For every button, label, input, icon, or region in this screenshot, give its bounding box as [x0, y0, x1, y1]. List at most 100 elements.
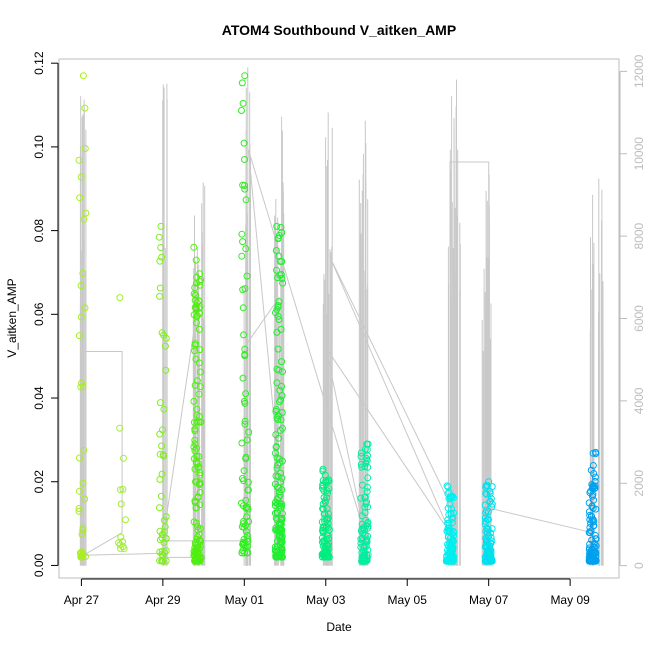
data-point — [196, 281, 204, 289]
data-point — [82, 209, 90, 217]
data-point — [158, 470, 166, 478]
data-point — [357, 452, 365, 460]
data-point — [158, 547, 166, 555]
data-point — [277, 223, 285, 231]
data-point — [278, 516, 286, 524]
data-point — [278, 502, 285, 510]
data-point — [361, 557, 369, 565]
data-point — [325, 539, 333, 547]
data-point — [275, 232, 283, 239]
data-point — [272, 443, 280, 451]
x-tick-label: May 03 — [306, 593, 346, 607]
data-point — [272, 407, 280, 415]
data-point — [193, 405, 201, 413]
y-axis: 0.00 0.02 0.04 0.06 0.08 0.10 0.12 — [32, 51, 59, 577]
data-point — [190, 518, 198, 526]
data-point — [320, 510, 328, 518]
data-point — [79, 383, 87, 391]
data-point — [488, 483, 496, 491]
data-point — [239, 238, 247, 246]
y-tick-label: 0.12 — [32, 51, 46, 75]
data-point — [242, 196, 250, 204]
data-point — [240, 536, 248, 543]
data-point — [241, 345, 249, 353]
data-point — [162, 366, 170, 374]
data-point — [158, 253, 166, 261]
data-point — [240, 467, 248, 475]
data-point — [195, 297, 203, 305]
data-point — [193, 273, 200, 281]
data-point — [241, 549, 248, 557]
secondary-y-tick-label: 8000 — [632, 222, 646, 249]
data-point — [591, 473, 599, 481]
data-point — [238, 79, 246, 87]
data-point — [195, 325, 203, 333]
plot-lines — [79, 67, 604, 566]
data-point — [191, 447, 199, 454]
data-point — [278, 549, 285, 557]
data-point — [364, 503, 372, 511]
data-point — [585, 499, 593, 507]
data-point — [158, 534, 166, 542]
data-point — [79, 269, 87, 277]
data-point — [279, 368, 286, 376]
data-point — [485, 516, 492, 523]
data-point — [158, 442, 166, 450]
data-point — [279, 279, 287, 287]
data-point — [481, 543, 489, 551]
data-point — [444, 526, 452, 534]
x-axis: Apr 27 Apr 29 May 01 May 03 May 05 May 07 May … — [64, 578, 590, 607]
data-point — [238, 439, 246, 447]
data-point — [81, 304, 89, 312]
data-point — [274, 553, 282, 561]
data-point — [162, 513, 170, 521]
y-axis-label: V_aitken_AMP — [5, 278, 19, 357]
data-point — [488, 525, 496, 533]
data-point — [320, 523, 328, 531]
data-point — [319, 524, 327, 532]
x-tick-label: Apr 29 — [145, 593, 181, 607]
data-point — [196, 501, 204, 509]
data-point — [276, 541, 284, 549]
data-point — [321, 497, 329, 505]
data-point — [244, 549, 251, 557]
data-point — [79, 526, 87, 534]
data-point — [156, 450, 164, 458]
data-point — [363, 520, 371, 528]
data-point — [238, 230, 246, 238]
data-point — [190, 397, 198, 405]
data-point — [589, 516, 597, 524]
data-point — [272, 247, 280, 254]
data-point — [157, 244, 165, 251]
data-point — [190, 243, 198, 251]
data-point — [357, 535, 365, 543]
data-point — [122, 516, 129, 524]
data-point — [274, 235, 282, 243]
data-point — [483, 507, 490, 515]
data-point — [483, 490, 491, 498]
data-point — [75, 332, 83, 340]
data-point — [585, 508, 593, 516]
data-point — [444, 524, 452, 532]
secondary-y-tick-label: 12000 — [632, 54, 646, 88]
data-point — [587, 466, 595, 474]
data-point — [324, 510, 332, 518]
data-point — [274, 461, 282, 469]
data-point — [239, 181, 247, 189]
data-point — [117, 500, 125, 508]
data-point — [192, 291, 199, 299]
data-point — [245, 428, 253, 436]
data-point — [278, 275, 286, 282]
data-point — [449, 553, 457, 561]
data-point — [191, 341, 199, 349]
data-point — [323, 535, 331, 543]
data-point — [448, 505, 455, 513]
data-point — [319, 527, 327, 535]
data-point — [242, 245, 250, 253]
data-point — [273, 464, 281, 472]
data-point — [242, 528, 250, 535]
data-point — [244, 478, 252, 486]
data-point — [277, 478, 285, 486]
data-point — [323, 505, 331, 513]
data-point — [272, 553, 280, 561]
